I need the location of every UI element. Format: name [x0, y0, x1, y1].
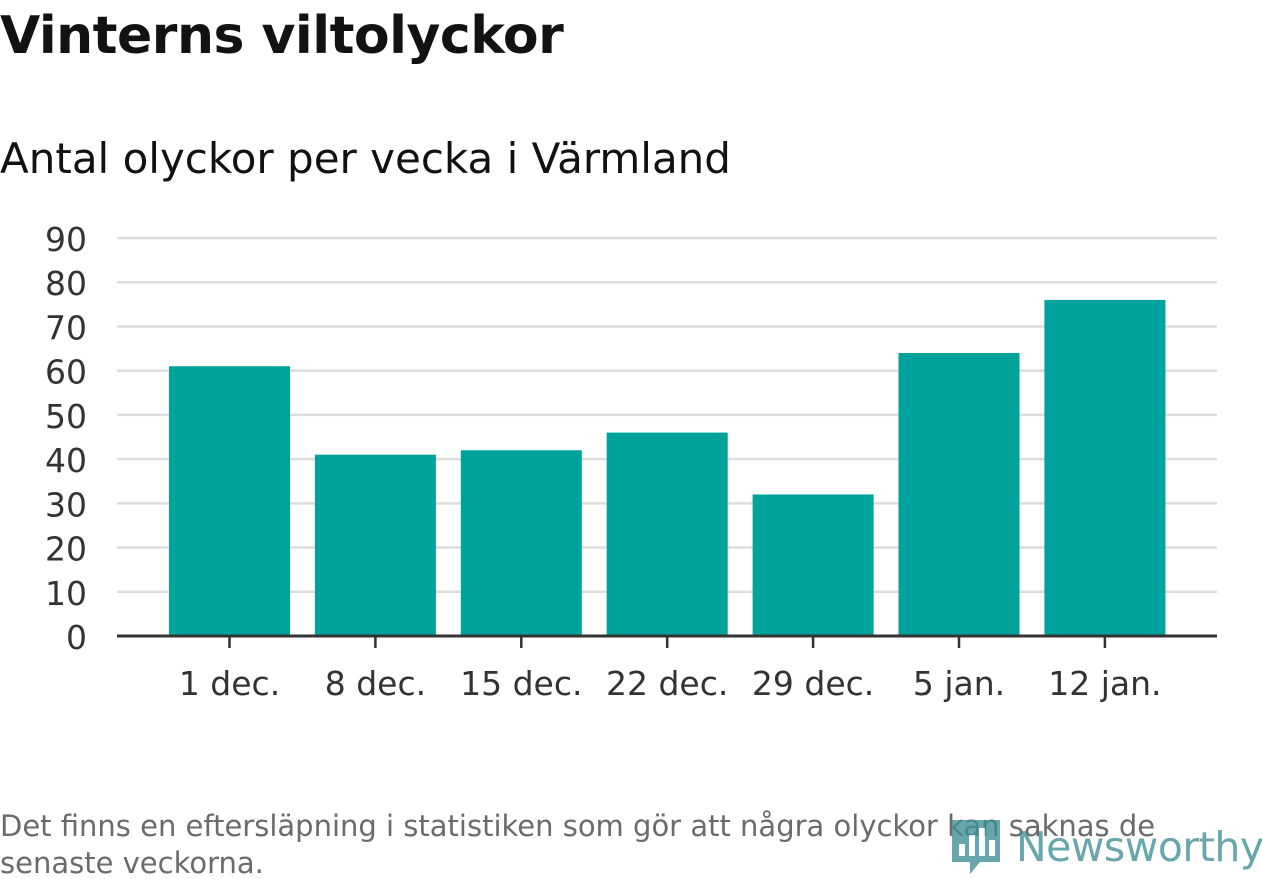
bar [1044, 299, 1166, 636]
newsworthy-logo: Newsworthy [950, 818, 1262, 876]
newsworthy-logo-icon [952, 820, 1000, 874]
y-tick-label: 70 [45, 308, 87, 347]
x-tick-label: 15 dec. [460, 664, 582, 703]
x-tick-label: 5 jan. [913, 664, 1005, 703]
bar [898, 352, 1020, 636]
y-tick-label: 80 [45, 264, 87, 303]
y-tick-label: 90 [45, 220, 87, 259]
y-tick-label: 40 [45, 441, 87, 480]
logo-text: Newsworthy [1016, 823, 1262, 871]
y-tick-label: 60 [45, 353, 87, 392]
chart-subtitle: Antal olyckor per vecka i Värmland [0, 134, 731, 183]
x-tick-label: 12 jan. [1048, 664, 1161, 703]
x-tick-label: 8 dec. [325, 664, 426, 703]
x-tick-label: 22 dec. [606, 664, 728, 703]
y-tick-label: 50 [45, 397, 87, 436]
y-tick-label: 30 [45, 485, 87, 524]
bar [752, 494, 874, 636]
y-tick-label: 20 [45, 530, 87, 569]
bar [460, 450, 582, 636]
bar [606, 432, 728, 636]
y-tick-label: 10 [45, 574, 87, 613]
y-tick-label: 0 [66, 618, 87, 657]
x-tick-label: 1 dec. [179, 664, 280, 703]
chart-title: Vinterns viltolyckor [0, 6, 564, 66]
x-tick-label: 29 dec. [752, 664, 874, 703]
bar-chart: 0 10 20 30 40 50 60 70 80 90 1 dec. 8 dec. 15 dec. 22… [45, 220, 1217, 703]
bar [169, 366, 290, 636]
bar [314, 454, 436, 636]
